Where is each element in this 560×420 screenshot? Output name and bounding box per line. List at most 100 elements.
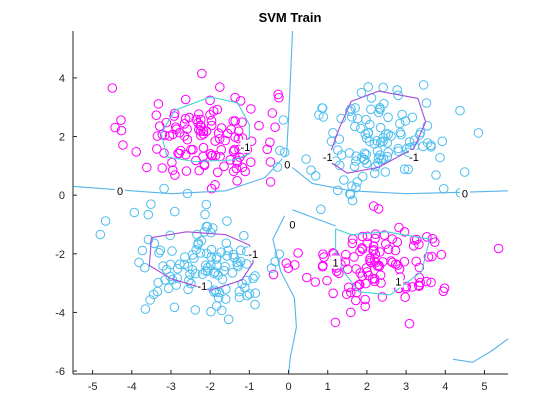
data-point-blue <box>159 183 169 194</box>
data-point-blue <box>345 189 356 200</box>
data-point-magenta <box>328 288 338 299</box>
x-tick-label: 1 <box>325 381 331 393</box>
data-point-blue <box>336 113 347 124</box>
data-point-blue <box>140 262 150 273</box>
data-point-blue <box>200 209 210 220</box>
data-point-magenta <box>237 117 247 127</box>
data-point-magenta <box>237 162 248 173</box>
data-point-blue <box>459 167 470 177</box>
contour-line-level-0 <box>453 338 508 363</box>
data-point-blue <box>209 268 219 279</box>
contour-label: 0 <box>117 186 123 198</box>
data-point-blue <box>362 158 372 169</box>
data-point-magenta <box>363 270 374 281</box>
data-point-blue <box>369 168 380 179</box>
data-point-blue <box>250 271 260 281</box>
y-tick-label: -4 <box>55 307 65 319</box>
contour-label: -1 <box>323 152 333 164</box>
data-point-magenta <box>182 124 192 134</box>
data-point-blue <box>372 146 383 156</box>
data-point-magenta <box>383 244 394 255</box>
data-point-magenta <box>351 295 361 306</box>
data-point-blue <box>274 249 285 259</box>
data-point-blue <box>347 195 358 206</box>
data-point-blue <box>191 245 201 255</box>
data-point-magenta <box>210 136 220 146</box>
data-point-magenta <box>270 122 280 132</box>
data-point-blue <box>235 256 246 267</box>
x-tick-label: 0 <box>285 381 291 393</box>
data-point-blue <box>399 164 410 174</box>
data-point-magenta <box>157 163 167 173</box>
data-point-magenta <box>302 272 312 283</box>
data-point-magenta <box>180 94 191 105</box>
data-point-magenta <box>411 256 422 267</box>
data-point-blue <box>357 152 367 163</box>
data-point-magenta <box>265 177 276 187</box>
data-point-blue <box>392 85 403 95</box>
data-point-magenta <box>421 276 432 287</box>
data-point-magenta <box>228 166 239 177</box>
data-point-magenta <box>254 120 264 131</box>
data-point-magenta <box>194 165 204 176</box>
data-point-magenta <box>268 269 279 280</box>
data-point-magenta <box>374 261 385 272</box>
y-tick-label: -2 <box>55 249 65 261</box>
contour-label-bg <box>322 150 333 164</box>
data-point-blue <box>378 82 389 93</box>
x-tick-label: 4 <box>442 381 448 393</box>
data-point-blue <box>190 305 201 315</box>
data-point-magenta <box>439 283 450 294</box>
data-point-blue <box>414 130 425 140</box>
contour-line-level-0 <box>292 209 336 227</box>
data-point-blue <box>183 284 193 295</box>
data-point-magenta <box>381 239 391 249</box>
data-point-blue <box>363 82 374 92</box>
data-point-blue <box>234 286 245 297</box>
data-point-blue <box>183 261 193 272</box>
contour-label: 0 <box>289 219 295 231</box>
data-point-blue <box>383 112 393 123</box>
contour-label-bg <box>248 246 259 260</box>
data-point-magenta <box>179 119 190 129</box>
data-point-blue <box>403 164 414 175</box>
data-point-blue <box>378 136 388 147</box>
data-point-magenta <box>194 109 204 119</box>
data-point-blue <box>333 185 343 196</box>
data-point-blue <box>232 260 242 270</box>
data-point-blue <box>455 105 465 116</box>
data-point-blue <box>383 147 394 157</box>
data-point-blue <box>95 229 106 240</box>
data-point-blue <box>266 263 277 274</box>
data-point-blue <box>421 98 432 108</box>
data-point-magenta <box>171 124 182 134</box>
data-point-blue <box>242 259 252 269</box>
data-point-blue <box>154 248 164 258</box>
x-tick-label: -5 <box>88 381 98 393</box>
data-point-blue <box>409 135 420 145</box>
data-point-magenta <box>322 275 332 286</box>
data-point-blue <box>350 103 361 113</box>
x-tick-label: 2 <box>364 381 370 393</box>
data-point-magenta <box>293 248 303 258</box>
data-point-blue <box>301 154 311 164</box>
data-point-magenta <box>219 161 229 172</box>
data-point-magenta <box>290 260 300 270</box>
data-point-blue <box>161 264 172 275</box>
data-point-magenta <box>310 277 321 287</box>
data-point-blue <box>199 227 210 237</box>
data-point-magenta <box>394 222 404 233</box>
data-point-blue <box>129 207 140 218</box>
data-point-magenta <box>205 95 215 106</box>
contour-line-level-1 <box>160 96 250 163</box>
data-point-blue <box>431 170 441 180</box>
data-point-blue <box>202 221 213 232</box>
data-point-magenta <box>407 282 418 292</box>
contour-line-level-0 <box>272 215 297 374</box>
contour-label: -1 <box>197 281 207 293</box>
data-point-magenta <box>414 239 424 250</box>
data-point-blue <box>339 175 349 185</box>
data-point-magenta <box>213 128 224 138</box>
data-point-magenta <box>377 292 388 302</box>
data-point-magenta <box>197 68 207 79</box>
